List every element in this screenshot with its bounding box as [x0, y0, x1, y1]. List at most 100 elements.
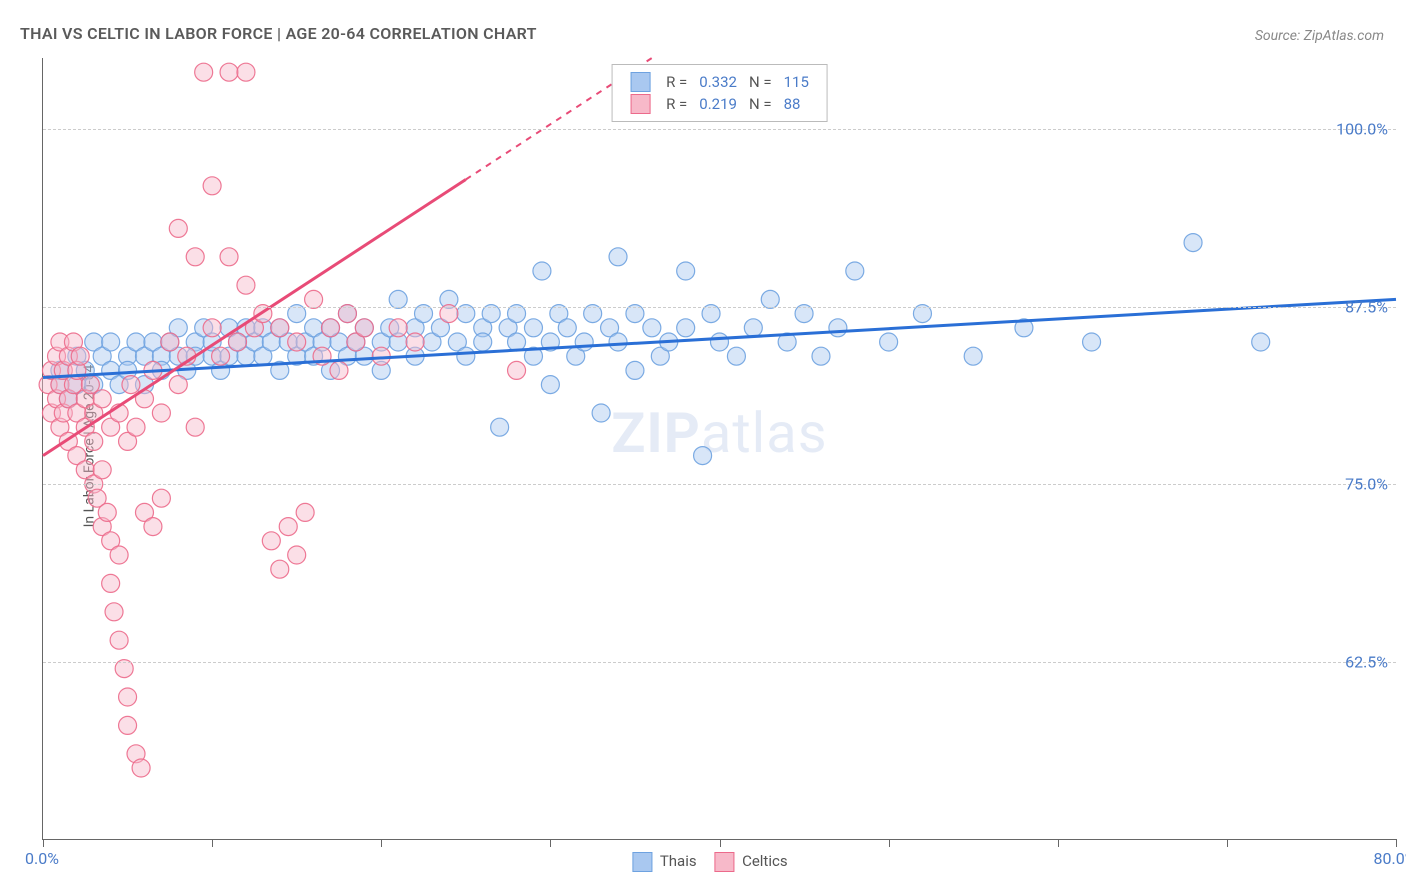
x-tick	[1058, 839, 1059, 847]
data-point	[524, 319, 542, 337]
data-point	[389, 319, 407, 337]
data-point	[474, 333, 492, 351]
data-point	[220, 248, 238, 266]
data-point	[102, 574, 120, 592]
data-point	[85, 432, 103, 450]
legend-n-label: N =	[743, 71, 778, 93]
data-point	[533, 262, 551, 280]
data-point	[105, 603, 123, 621]
x-tick	[1227, 839, 1228, 847]
gridline	[43, 129, 1396, 130]
data-point	[1083, 333, 1101, 351]
data-point	[322, 319, 340, 337]
gridline	[43, 484, 1396, 485]
data-point	[186, 248, 204, 266]
y-tick-label: 75.0%	[1345, 475, 1388, 494]
x-tick	[550, 839, 551, 847]
data-point	[212, 347, 230, 365]
x-tick-label: 80.0%	[1374, 849, 1406, 868]
data-point	[271, 319, 289, 337]
data-point	[279, 518, 297, 536]
data-point	[71, 347, 89, 365]
data-point	[161, 333, 179, 351]
data-point	[846, 262, 864, 280]
legend-n-label: N =	[743, 93, 778, 115]
data-point	[406, 333, 424, 351]
data-point	[964, 347, 982, 365]
legend-series: Thais Celtics	[618, 852, 787, 872]
data-point	[237, 63, 255, 81]
data-point	[288, 333, 306, 351]
y-tick-label: 100.0%	[1336, 120, 1388, 139]
plot-area: ZIPatlas R =0.332N = 115R =0.219N = 88 6…	[42, 58, 1396, 840]
data-point	[110, 631, 128, 649]
data-point	[98, 503, 116, 521]
data-point	[132, 759, 150, 777]
data-point	[626, 361, 644, 379]
legend-r-value: 0.332	[693, 71, 743, 93]
data-point	[880, 333, 898, 351]
x-tick	[889, 839, 890, 847]
data-point	[228, 333, 246, 351]
legend-r-label: R =	[660, 71, 693, 93]
data-point	[592, 404, 610, 422]
gridline	[43, 307, 1396, 308]
data-point	[93, 461, 111, 479]
legend-series-label: Celtics	[738, 852, 787, 870]
data-point	[186, 418, 204, 436]
legend-swatch	[630, 94, 650, 114]
data-point	[296, 503, 314, 521]
data-point	[609, 333, 627, 351]
y-tick-label: 62.5%	[1345, 652, 1388, 671]
data-point	[119, 688, 137, 706]
data-point	[727, 347, 745, 365]
x-tick	[1396, 839, 1397, 847]
plot-svg	[43, 58, 1396, 839]
data-point	[575, 333, 593, 351]
data-point	[1184, 234, 1202, 252]
data-point	[558, 319, 576, 337]
data-point	[643, 319, 661, 337]
data-point	[677, 319, 695, 337]
data-point	[220, 63, 238, 81]
legend-swatch	[632, 852, 652, 872]
data-point	[81, 376, 99, 394]
legend-swatch	[630, 72, 650, 92]
data-point	[491, 418, 509, 436]
x-tick	[381, 839, 382, 847]
data-point	[152, 489, 170, 507]
legend-r-label: R =	[660, 93, 693, 115]
data-point	[110, 546, 128, 564]
data-point	[330, 361, 348, 379]
data-point	[457, 347, 475, 365]
data-point	[169, 376, 187, 394]
data-point	[122, 376, 140, 394]
legend-swatch	[714, 852, 734, 872]
data-point	[677, 262, 695, 280]
data-point	[203, 177, 221, 195]
x-tick-label: 0.0%	[25, 849, 59, 868]
y-tick-label: 87.5%	[1345, 297, 1388, 316]
data-point	[829, 319, 847, 337]
data-point	[195, 63, 213, 81]
data-point	[812, 347, 830, 365]
legend-series-label: Thais	[656, 852, 700, 870]
data-point	[237, 276, 255, 294]
legend-correlation: R =0.332N = 115R =0.219N = 88	[611, 64, 828, 122]
data-point	[102, 333, 120, 351]
data-point	[152, 404, 170, 422]
gridline	[43, 662, 1396, 663]
data-point	[711, 333, 729, 351]
data-point	[93, 390, 111, 408]
legend-n-value: 88	[778, 93, 815, 115]
data-point	[144, 518, 162, 536]
x-tick	[720, 839, 721, 847]
source-label: Source: ZipAtlas.com	[1255, 28, 1384, 44]
data-point	[203, 319, 221, 337]
x-tick	[212, 839, 213, 847]
data-point	[355, 319, 373, 337]
legend-r-value: 0.219	[693, 93, 743, 115]
data-point	[694, 447, 712, 465]
data-point	[119, 716, 137, 734]
data-point	[541, 376, 559, 394]
